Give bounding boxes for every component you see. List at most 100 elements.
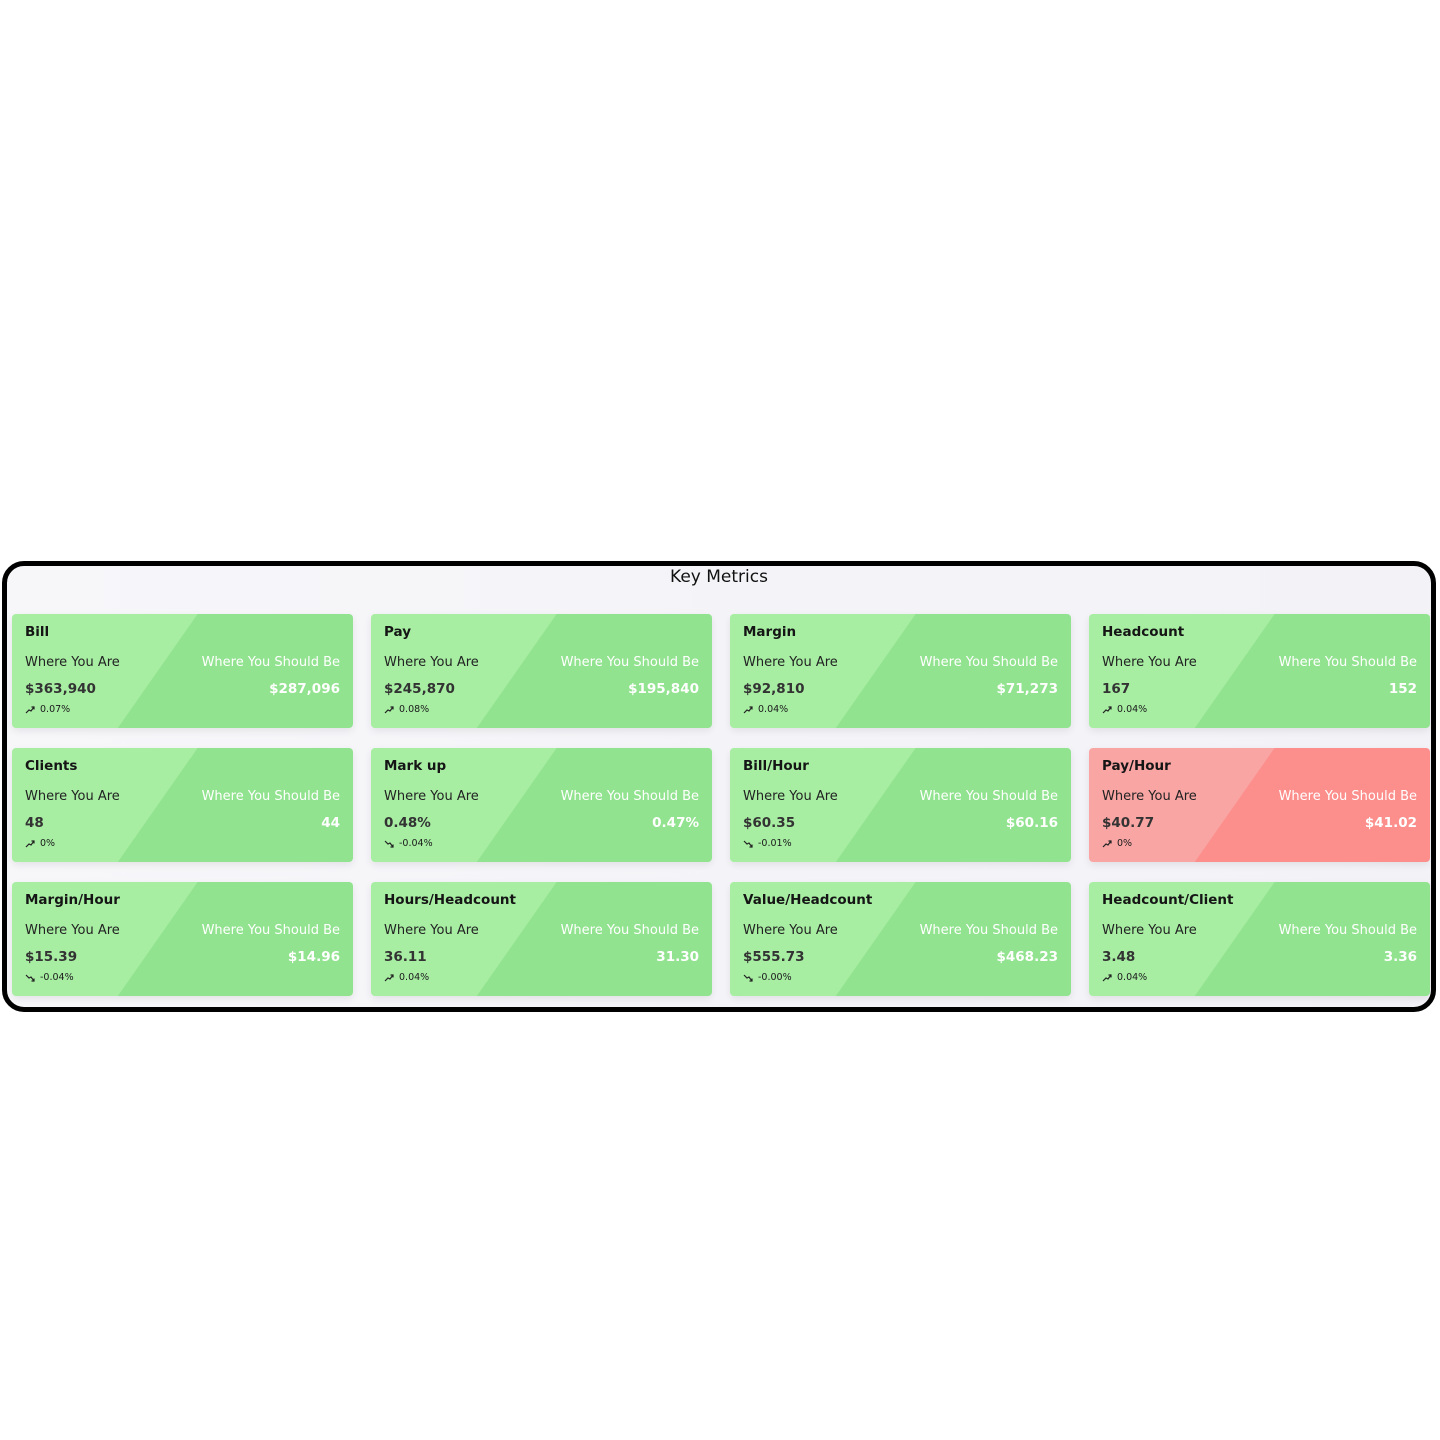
trend-change: 0.04% — [399, 972, 430, 983]
target-value: $41.02 — [1364, 815, 1417, 831]
current-value: 36.11 — [384, 949, 427, 965]
target-label: Where You Should Be — [560, 655, 699, 670]
target-label: Where You Should Be — [560, 789, 699, 804]
target-value: $14.96 — [287, 949, 340, 965]
current-value: $60.35 — [743, 815, 796, 831]
target-value: 0.47% — [652, 815, 699, 831]
metric-title: Hours/Headcount — [384, 892, 516, 908]
current-value: $92,810 — [743, 681, 805, 697]
metric-card-pay[interactable]: Pay Where You Are Where You Should Be $2… — [371, 614, 712, 728]
trend-indicator: 0.04% — [384, 972, 429, 983]
trend-indicator: -0.04% — [25, 972, 74, 983]
metric-title: Pay — [384, 624, 412, 640]
current-value: $363,940 — [25, 681, 96, 697]
trend-change: 0.08% — [399, 704, 430, 715]
metric-title: Bill/Hour — [743, 758, 809, 774]
current-label: Where You Are — [384, 923, 479, 938]
key-metrics-panel: Key Metrics Bill Where You Are Where You… — [2, 561, 1436, 1012]
target-label: Where You Should Be — [1278, 655, 1417, 670]
trend-change: 0.04% — [758, 704, 789, 715]
target-label: Where You Should Be — [919, 923, 1058, 938]
trend-down-icon — [743, 840, 753, 848]
metric-card-bill-hour[interactable]: Bill/Hour Where You Are Where You Should… — [730, 748, 1071, 862]
target-value: $468.23 — [996, 949, 1059, 965]
current-label: Where You Are — [384, 789, 479, 804]
trend-change: 0% — [40, 838, 56, 849]
current-label: Where You Are — [743, 923, 838, 938]
current-label: Where You Are — [25, 923, 120, 938]
trend-indicator: -0.04% — [384, 838, 433, 849]
metric-card-bill[interactable]: Bill Where You Are Where You Should Be $… — [12, 614, 353, 728]
metric-title: Headcount/Client — [1102, 892, 1234, 908]
metric-card-clients[interactable]: Clients Where You Are Where You Should B… — [12, 748, 353, 862]
metric-title: Bill — [25, 624, 50, 640]
trend-down-icon — [384, 840, 394, 848]
metric-card-hours-headcount[interactable]: Hours/Headcount Where You Are Where You … — [371, 882, 712, 996]
target-label: Where You Should Be — [1278, 923, 1417, 938]
current-label: Where You Are — [384, 655, 479, 670]
current-label: Where You Are — [1102, 655, 1197, 670]
metric-card-headcount-client[interactable]: Headcount/Client Where You Are Where You… — [1089, 882, 1430, 996]
trend-change: 0% — [1117, 838, 1133, 849]
trend-change: -0.04% — [399, 838, 433, 849]
metric-card-margin[interactable]: Margin Where You Are Where You Should Be… — [730, 614, 1071, 728]
trend-indicator: 0% — [25, 838, 55, 849]
trend-up-icon — [25, 705, 35, 714]
metric-card-margin-hour[interactable]: Margin/Hour Where You Are Where You Shou… — [12, 882, 353, 996]
trend-indicator: -0.01% — [743, 838, 792, 849]
metric-card-value-headcount[interactable]: Value/Headcount Where You Are Where You … — [730, 882, 1071, 996]
target-value: $71,273 — [996, 681, 1059, 697]
trend-indicator: 0.04% — [743, 704, 788, 715]
trend-down-icon — [743, 974, 753, 982]
trend-change: 0.04% — [1117, 704, 1148, 715]
current-label: Where You Are — [743, 789, 838, 804]
trend-indicator: 0% — [1102, 838, 1132, 849]
metric-title: Margin — [743, 624, 797, 640]
target-value: $287,096 — [269, 681, 340, 697]
metrics-grid: Bill Where You Are Where You Should Be $… — [12, 614, 1430, 996]
metric-title: Mark up — [384, 758, 447, 774]
metric-card-mark-up[interactable]: Mark up Where You Are Where You Should B… — [371, 748, 712, 862]
current-value: 167 — [1102, 681, 1131, 697]
trend-down-icon — [25, 974, 35, 982]
current-value: $15.39 — [25, 949, 78, 965]
trend-change: -0.00% — [758, 972, 792, 983]
current-label: Where You Are — [743, 655, 838, 670]
metric-title: Value/Headcount — [743, 892, 873, 908]
target-label: Where You Should Be — [560, 923, 699, 938]
metric-card-pay-hour[interactable]: Pay/Hour Where You Are Where You Should … — [1089, 748, 1430, 862]
trend-change: -0.04% — [40, 972, 74, 983]
target-label: Where You Should Be — [201, 923, 340, 938]
trend-up-icon — [1102, 839, 1112, 848]
target-value: 44 — [321, 815, 340, 831]
target-label: Where You Should Be — [201, 789, 340, 804]
trend-indicator: 0.04% — [1102, 704, 1147, 715]
trend-up-icon — [384, 973, 394, 982]
target-label: Where You Should Be — [919, 655, 1058, 670]
target-label: Where You Should Be — [201, 655, 340, 670]
target-value: 31.30 — [656, 949, 699, 965]
trend-indicator: 0.07% — [25, 704, 70, 715]
current-value: 0.48% — [384, 815, 431, 831]
metric-card-headcount[interactable]: Headcount Where You Are Where You Should… — [1089, 614, 1430, 728]
trend-change: -0.01% — [758, 838, 792, 849]
trend-up-icon — [743, 705, 753, 714]
target-value: 152 — [1388, 681, 1417, 697]
current-label: Where You Are — [1102, 923, 1197, 938]
trend-change: 0.07% — [40, 704, 71, 715]
current-value: 48 — [25, 815, 44, 831]
target-value: $195,840 — [628, 681, 699, 697]
metric-title: Headcount — [1102, 624, 1185, 640]
target-label: Where You Should Be — [919, 789, 1058, 804]
target-label: Where You Should Be — [1278, 789, 1417, 804]
trend-change: 0.04% — [1117, 972, 1148, 983]
target-value: $60.16 — [1005, 815, 1058, 831]
target-value: 3.36 — [1383, 949, 1417, 965]
current-value: $245,870 — [384, 681, 455, 697]
current-value: $40.77 — [1102, 815, 1155, 831]
metric-title: Pay/Hour — [1102, 758, 1171, 774]
current-label: Where You Are — [25, 789, 120, 804]
trend-up-icon — [1102, 973, 1112, 982]
trend-indicator: -0.00% — [743, 972, 792, 983]
metric-title: Margin/Hour — [25, 892, 120, 908]
